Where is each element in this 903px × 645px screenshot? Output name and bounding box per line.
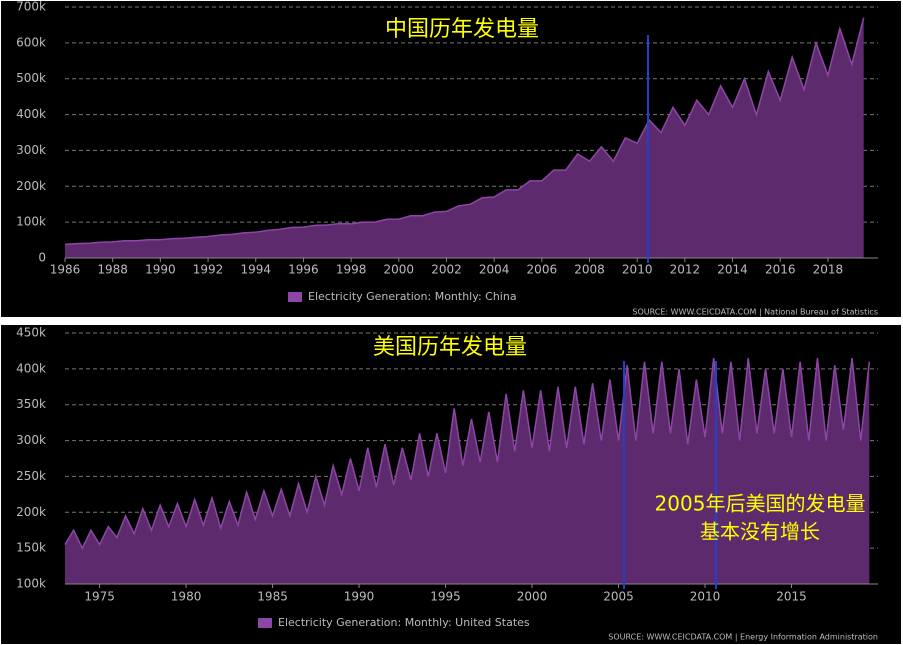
chart-title: 美国历年发电量 [373, 335, 527, 360]
y-tick-label: 100k [16, 577, 46, 591]
x-tick-label: 1998 [336, 263, 367, 277]
y-tick-label: 400k [16, 361, 46, 375]
y-tick-label: 700k [16, 0, 46, 14]
y-tick-label: 0 [38, 251, 46, 265]
annotation: 2005年后美国的发电量 [655, 492, 866, 516]
y-tick-label: 100k [16, 215, 46, 229]
legend-swatch [288, 292, 302, 302]
x-tick-label: 2018 [813, 263, 844, 277]
china-chart: 0 100k 200k 300k 400k 500k 600k 700k 1986 1988 199… [1, 0, 901, 317]
x-tick-label: 2010 [690, 590, 721, 604]
x-tick-label: 1988 [97, 263, 128, 277]
x-tick-label: 1992 [193, 263, 224, 277]
x-tick-label: 2000 [517, 590, 548, 604]
source: SOURCE: WWW.CEICDATA.COM | Energy Inform… [608, 633, 878, 642]
x-tick-label: 1990 [344, 590, 375, 604]
y-tick-label: 300k [16, 433, 46, 447]
x-tick-label: 2002 [431, 263, 462, 277]
y-tick-label: 350k [16, 397, 46, 411]
x-tick-label: 2004 [479, 263, 510, 277]
x-tick-label: 2000 [384, 263, 415, 277]
x-tick-label: 1990 [145, 263, 176, 277]
y-tick-label: 450k [16, 326, 46, 340]
source: SOURCE: WWW.CEICDATA.COM | National Bure… [632, 308, 878, 317]
x-tick-label: 1975 [84, 590, 115, 604]
x-tick-label: 1995 [430, 590, 461, 604]
chart-title: 中国历年发电量 [385, 17, 539, 42]
x-tick-label: 1994 [240, 263, 271, 277]
x-tick-label: 1985 [257, 590, 288, 604]
y-tick-label: 400k [16, 107, 46, 121]
area [65, 17, 864, 259]
line [64, 358, 871, 550]
x-tick-label: 2012 [670, 263, 701, 277]
legend-label: Electricity Generation: Monthly: China [308, 290, 517, 303]
x-tick-label: 1980 [171, 590, 202, 604]
x-tick-label: 2008 [574, 263, 605, 277]
annotation: 基本没有增长 [700, 520, 820, 544]
x-tick-label: 1996 [288, 263, 319, 277]
y-tick-label: 150k [16, 541, 46, 555]
x-tick-label: 2014 [717, 263, 748, 277]
y-tick-label: 600k [16, 35, 46, 49]
line [64, 17, 865, 246]
y-tick-label: 200k [16, 179, 46, 193]
us-chart: 100k 150k 200k 250k 300k 350k 400k 450k 1975 1980… [1, 325, 901, 644]
x-tick-label: 2010 [622, 263, 653, 277]
legend-label: Electricity Generation: Monthly: United … [278, 616, 530, 629]
legend-swatch [258, 618, 272, 628]
y-tick-label: 300k [16, 143, 46, 157]
x-tick-label: 2015 [776, 590, 807, 604]
y-tick-label: 500k [16, 71, 46, 85]
x-tick-label: 2005 [603, 590, 634, 604]
y-tick-label: 250k [16, 469, 46, 483]
area [65, 358, 870, 584]
x-tick-label: 1986 [50, 263, 81, 277]
x-tick-label: 2016 [765, 263, 796, 277]
y-tick-label: 200k [16, 505, 46, 519]
x-tick-label: 2006 [527, 263, 558, 277]
